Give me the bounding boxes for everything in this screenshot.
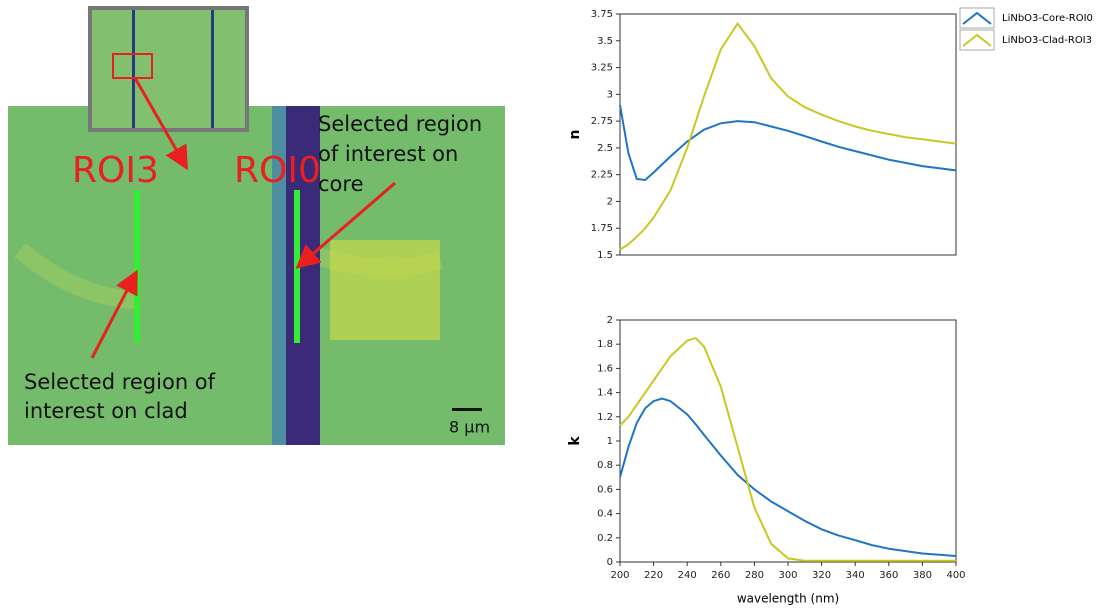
annotation: interest on clad (24, 399, 188, 423)
roi-label: ROI0 (234, 150, 321, 191)
scale-bar (452, 408, 482, 411)
x-tick-label: 340 (846, 570, 865, 581)
y-axis-label: k (567, 436, 583, 446)
y-tick-label: 2 (607, 196, 613, 207)
legend-icon (962, 33, 992, 47)
y-tick-label: 1.2 (597, 412, 613, 423)
legend-icon-box (959, 29, 995, 51)
plot-area (619, 319, 957, 563)
plot-area (619, 13, 957, 256)
y-tick-label: 3.75 (591, 9, 613, 20)
annotation: Selected region of (24, 370, 216, 394)
scale-label: 8 µm (449, 418, 490, 437)
annotation: of interest on (318, 142, 458, 166)
texture (330, 240, 440, 340)
inset-box (112, 53, 153, 79)
series-line (619, 104, 957, 182)
x-tick-label: 280 (745, 570, 764, 581)
inset (88, 6, 249, 132)
y-tick-label: 0.2 (597, 533, 613, 544)
y-tick-label: 0.8 (597, 460, 613, 471)
series-line (619, 21, 957, 251)
y-tick-label: 1 (607, 436, 613, 447)
x-tick-label: 260 (711, 570, 730, 581)
core-edge (272, 106, 286, 445)
series-line (619, 397, 957, 557)
roi0-line (294, 190, 300, 343)
y-tick-label: 1.8 (597, 339, 613, 350)
annotation: core (318, 172, 364, 196)
y-axis-label: n (567, 130, 583, 140)
annotation: Selected region (318, 112, 482, 136)
y-tick-label: 3 (607, 89, 613, 100)
roi-label: ROI3 (72, 150, 159, 191)
y-tick-label: 1.4 (597, 388, 613, 399)
legend-icon-box (959, 7, 995, 29)
inset-core (211, 10, 214, 128)
x-tick-label: 380 (913, 570, 932, 581)
arrow (133, 77, 188, 171)
y-tick-label: 0.4 (597, 509, 613, 520)
series-line (619, 336, 956, 562)
y-tick-label: 2 (607, 315, 613, 326)
x-tick-label: 400 (946, 570, 965, 581)
y-tick-label: 2.75 (591, 116, 613, 127)
x-tick-label: 200 (610, 570, 629, 581)
x-tick-label: 300 (778, 570, 797, 581)
arrow (295, 181, 396, 269)
x-tick-label: 360 (879, 570, 898, 581)
legend-label: LiNbO3-Core-ROI0 (1002, 13, 1093, 24)
y-tick-label: 2.25 (591, 170, 613, 181)
core-stripe (286, 106, 320, 445)
y-tick-label: 0.6 (597, 484, 613, 495)
inset-core (132, 10, 135, 128)
x-tick-label: 320 (812, 570, 831, 581)
y-tick-label: 3.5 (597, 36, 613, 47)
y-tick-label: 3.25 (591, 63, 613, 74)
legend-icon (962, 11, 992, 25)
y-tick-label: 1.75 (591, 223, 613, 234)
arrow (90, 269, 138, 359)
x-axis-label: wavelength (nm) (737, 592, 839, 606)
microscope-image: ROI3 ROI0 Selected region of interest on… (8, 6, 505, 445)
x-tick-label: 220 (644, 570, 663, 581)
y-tick-label: 0 (607, 557, 613, 568)
roi3-line (134, 190, 140, 343)
y-tick-label: 1.5 (597, 250, 613, 261)
legend-label: LiNbO3-Clad-ROI3 (1002, 35, 1092, 46)
y-tick-label: 2.5 (597, 143, 613, 154)
y-tick-label: 1.6 (597, 363, 613, 374)
x-tick-label: 240 (678, 570, 697, 581)
